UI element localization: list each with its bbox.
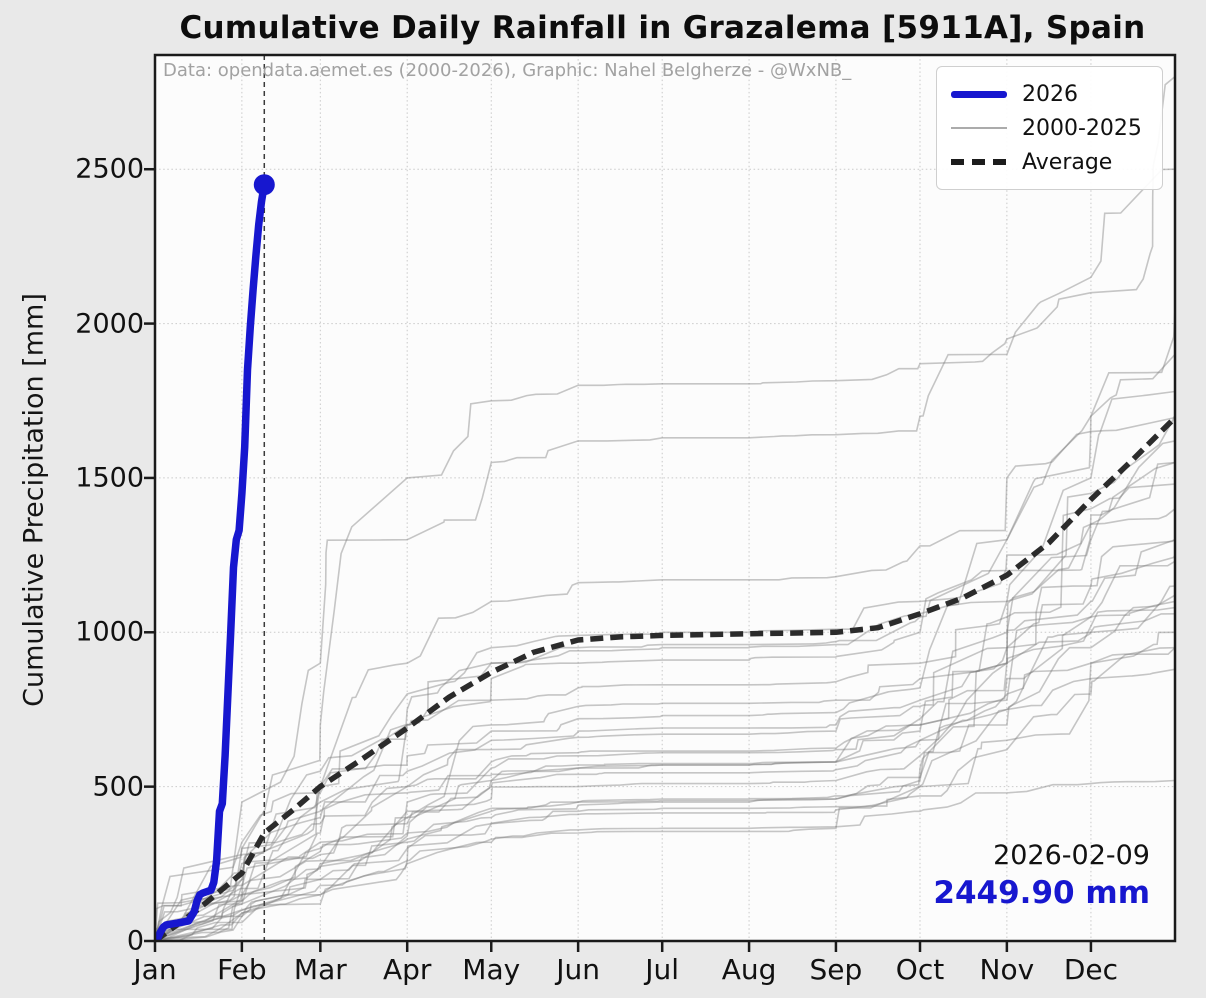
- year-line-2014: [155, 440, 1175, 941]
- legend-entry-2026: 2026: [951, 77, 1148, 111]
- y-tick-label: 2000: [75, 308, 144, 340]
- latest-reading-annotation: 2026-02-09 2449.90 mm: [933, 840, 1150, 911]
- x-tick-label: Apr: [382, 953, 432, 986]
- line-2026: [155, 180, 269, 941]
- y-tick-label: 1500: [75, 462, 144, 494]
- y-tick-label: 0: [126, 925, 144, 957]
- year-line-2021: [155, 554, 1175, 941]
- year-line-2022: [155, 600, 1175, 941]
- series-layer: [155, 55, 1175, 941]
- x-tick-label: Mar: [293, 953, 347, 986]
- year-line-2002: [155, 560, 1175, 941]
- x-tick-label: Jul: [645, 953, 680, 986]
- legend-entry-years: 2000-2025: [951, 111, 1148, 145]
- legend-entry-average: Average: [951, 145, 1148, 179]
- year-line-2007: [155, 668, 1175, 941]
- year-line-2005: [155, 779, 1175, 941]
- year-line-2000: [155, 646, 1175, 941]
- x-tick-label: Feb: [217, 953, 267, 986]
- y-tick-label: 1000: [75, 616, 144, 648]
- x-tick-label: Dec: [1063, 953, 1119, 986]
- plot-background: [155, 55, 1175, 941]
- year-line-2019: [155, 585, 1175, 941]
- x-tick-label: Aug: [721, 953, 777, 986]
- x-tick-label: Jun: [556, 953, 600, 986]
- x-tick-label: Sep: [809, 953, 863, 986]
- year-line-2016: [155, 483, 1175, 941]
- legend-label-average: Average: [1022, 149, 1113, 175]
- y-tick-label: 2500: [75, 153, 144, 185]
- year-line-2004: [155, 539, 1175, 941]
- tick-marks: [144, 167, 1093, 952]
- latest-reading-value: 2449.90 mm: [933, 875, 1150, 911]
- plot-frame: [153, 53, 1177, 943]
- year-line-2001: [155, 594, 1175, 941]
- year-line-2010: [155, 168, 1175, 941]
- legend-label-2026: 2026: [1022, 81, 1078, 107]
- year-line-2006: [155, 606, 1175, 941]
- latest-point-marker: [253, 174, 275, 196]
- legend-line-years-icon: [951, 127, 1007, 129]
- year-lines-2000-2025: [155, 75, 1175, 941]
- year-line-2024: [155, 308, 1175, 941]
- legend-line-average-icon: [951, 159, 1007, 165]
- year-line-2008: [155, 613, 1175, 941]
- legend: 2026 2000-2025 Average: [936, 66, 1163, 190]
- legend-label-years: 2000-2025: [1022, 115, 1142, 141]
- chart-title: Cumulative Daily Rainfall in Grazalema […: [179, 10, 1146, 46]
- x-tick-label: Nov: [979, 953, 1035, 986]
- year-line-2025: [155, 75, 1175, 941]
- year-line-2009: [155, 390, 1175, 941]
- year-line-2015: [155, 647, 1175, 941]
- y-tick-label: 500: [92, 771, 144, 803]
- y-axis-label: Cumulative Precipitation [mm]: [18, 293, 50, 707]
- x-tick-label: Oct: [895, 953, 945, 986]
- average-line: [155, 415, 1175, 941]
- year-line-2017: [155, 631, 1175, 941]
- data-credit-text: Data: opendata.aemet.es (2000-2026), Gra…: [163, 60, 852, 81]
- latest-reading-date: 2026-02-09: [993, 840, 1150, 871]
- legend-line-2026-icon: [951, 90, 1007, 98]
- year-line-2012: [155, 461, 1175, 941]
- x-tick-label: Jan: [133, 953, 177, 986]
- year-line-2023: [155, 538, 1175, 941]
- year-line-2003: [155, 415, 1175, 941]
- x-tick-label: May: [462, 953, 521, 986]
- year-line-2020: [155, 461, 1175, 941]
